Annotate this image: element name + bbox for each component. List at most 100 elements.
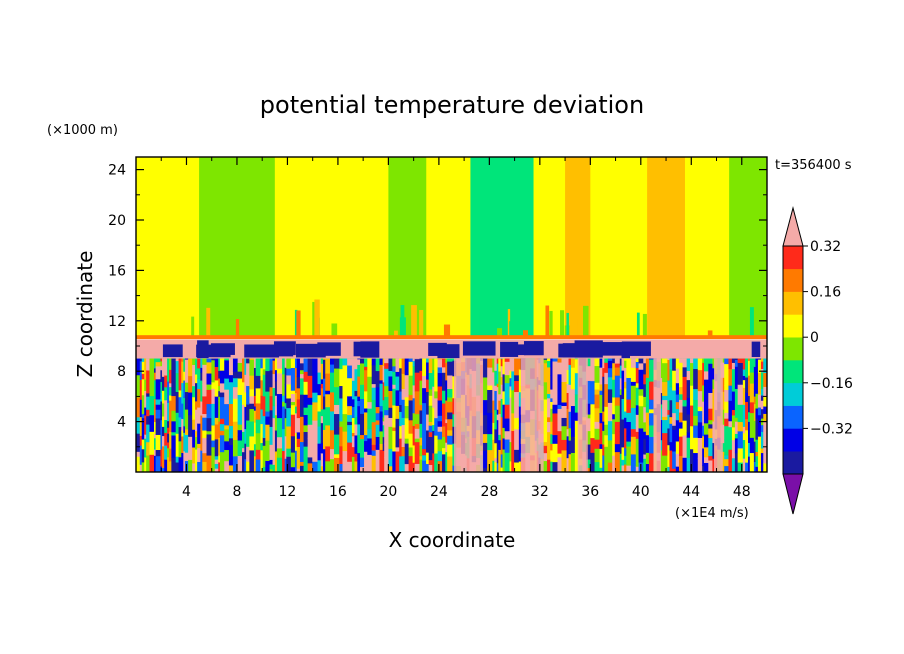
turbulent-cell xyxy=(286,397,292,409)
turbulent-cell xyxy=(153,372,157,381)
spike xyxy=(296,310,301,338)
turbulent-cell xyxy=(557,430,562,454)
spike xyxy=(509,321,515,338)
turbulent-cell xyxy=(514,380,520,393)
turbulent-cell xyxy=(643,396,647,408)
turbulent-cell xyxy=(153,398,157,423)
turbulent-cell xyxy=(621,446,625,460)
turbulent-cell xyxy=(566,369,570,385)
turbulent-cell xyxy=(253,358,257,368)
turbulent-cell xyxy=(161,415,165,427)
turbulent-cell xyxy=(437,385,443,401)
turbulent-cell xyxy=(202,437,208,454)
turbulent-cell xyxy=(496,442,499,464)
turbulent-cell xyxy=(757,414,762,437)
turbulent-cell xyxy=(384,368,389,387)
turbulent-cell xyxy=(175,456,180,463)
turbulent-cell xyxy=(395,389,400,406)
spike xyxy=(507,309,511,338)
turbulent-cell xyxy=(282,401,286,407)
turbulent-cell xyxy=(612,433,616,456)
turbulent-cell xyxy=(364,440,368,448)
turbulent-cell xyxy=(171,358,177,363)
turbulent-cell xyxy=(272,448,276,465)
colorbar-segment xyxy=(783,428,803,452)
turbulent-cell xyxy=(169,386,172,396)
spike xyxy=(191,316,195,338)
turbulent-cell xyxy=(364,390,368,409)
turbulent-cell xyxy=(760,388,764,396)
turbulent-cell xyxy=(136,397,141,418)
turbulent-cell xyxy=(437,450,443,462)
turbulent-cell xyxy=(442,425,446,437)
turbulent-cell xyxy=(146,396,150,410)
turbulent-cell xyxy=(678,386,684,395)
turbulent-cell xyxy=(731,368,736,392)
turbulent-cell xyxy=(607,376,613,390)
turbulent-cell xyxy=(412,358,416,362)
turbulent-cell xyxy=(690,405,694,427)
turbulent-cell xyxy=(422,454,427,461)
turbulent-cell xyxy=(253,405,257,411)
turbulent-cell xyxy=(290,404,296,415)
turbulent-cell xyxy=(693,452,699,472)
turbulent-cell xyxy=(547,358,551,362)
turbulent-cell xyxy=(214,379,219,385)
turbulent-cell xyxy=(219,392,225,398)
turbulent-cell xyxy=(242,404,245,424)
turbulent-cell xyxy=(708,455,713,461)
turbulent-cell xyxy=(269,459,274,465)
turbulent-cell xyxy=(320,422,324,444)
turbulent-cell xyxy=(218,378,221,386)
turbulent-cell xyxy=(635,404,640,415)
turbulent-cell xyxy=(678,362,684,370)
turbulent-cell xyxy=(218,396,221,401)
turbulent-cell xyxy=(511,389,515,414)
turbulent-cell xyxy=(755,380,759,394)
turbulent-cell xyxy=(351,435,355,448)
turbulent-cell xyxy=(753,396,756,405)
turbulent-cell xyxy=(614,451,621,472)
chart-title: potential temperature deviation xyxy=(260,91,644,119)
turbulent-cell xyxy=(322,358,326,360)
turbulent-cell xyxy=(724,401,729,413)
turbulent-cell xyxy=(357,364,361,377)
turbulent-cell xyxy=(570,436,576,453)
turbulent-cell xyxy=(183,425,186,433)
turbulent-cell xyxy=(375,386,380,408)
turbulent-cell xyxy=(434,390,439,399)
turbulent-cell xyxy=(749,383,755,403)
turbulent-cell xyxy=(188,414,193,437)
turbulent-cell xyxy=(296,468,301,472)
turbulent-cell xyxy=(561,362,568,382)
turbulent-cell xyxy=(614,375,621,398)
turbulent-cell xyxy=(482,414,488,435)
turbulent-cell xyxy=(511,412,515,431)
turbulent-cell xyxy=(648,452,655,472)
turbulent-cell xyxy=(599,443,603,449)
turbulent-cell xyxy=(351,446,355,457)
turbulent-cell xyxy=(253,443,257,457)
turbulent-cell xyxy=(228,381,234,404)
turbulent-cell xyxy=(447,418,453,431)
turbulent-cell xyxy=(282,395,286,402)
turbulent-cell xyxy=(265,440,271,461)
turbulent-cell xyxy=(249,408,255,422)
turbulent-cell xyxy=(504,382,511,405)
x-axis: 4 8 12 16 20 24 28 32 36 40 44 48 xyxy=(160,157,751,500)
turbulent-cell xyxy=(624,464,627,472)
turbulent-cell xyxy=(496,386,499,410)
turbulent-cell xyxy=(690,358,694,364)
turbulent-cell xyxy=(219,358,225,371)
turbulent-cell xyxy=(518,391,522,407)
turbulent-cell xyxy=(249,421,255,437)
turbulent-cell xyxy=(401,373,406,390)
turbulent-cell xyxy=(228,403,234,426)
turbulent-cell xyxy=(351,398,355,408)
turbulent-cell xyxy=(712,388,716,403)
turbulent-cell xyxy=(635,414,640,426)
turbulent-cell xyxy=(354,368,358,391)
x-tick-label: 16 xyxy=(329,484,347,500)
y-tick-label: 8 xyxy=(117,364,126,380)
turbulent-cell xyxy=(392,430,397,452)
